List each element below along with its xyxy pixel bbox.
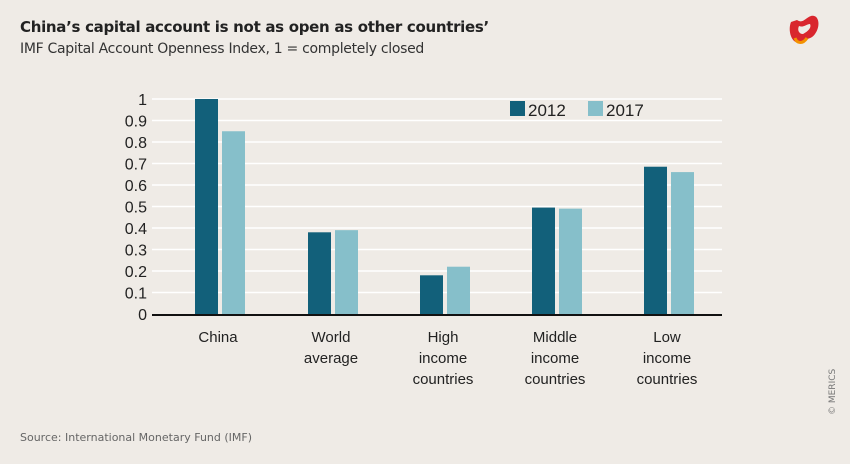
chart-title: China’s capital account is not as open a… [20, 18, 489, 36]
x-tick-label: countries [413, 371, 474, 388]
source-note: Source: International Monetary Fund (IMF… [20, 431, 253, 444]
x-tick-label: High [428, 329, 459, 346]
y-tick-label: 0.2 [125, 264, 147, 281]
y-tick-label: 0.6 [125, 178, 147, 195]
y-tick-label: 0 [138, 307, 147, 324]
y-tick-label: 0.7 [125, 157, 147, 174]
legend-swatch-2012 [510, 101, 525, 116]
bar-2017-2 [447, 266, 470, 314]
bar-2012-0 [195, 99, 218, 314]
x-tick-label: countries [525, 371, 586, 388]
bar-2012-4 [644, 166, 667, 314]
bar-2012-1 [308, 232, 331, 314]
bar-2017-3 [559, 208, 582, 314]
copyright: © MERICS [828, 368, 838, 415]
x-tick-label: countries [637, 371, 698, 388]
legend-label: 2017 [606, 101, 644, 120]
bar-2017-1 [335, 230, 358, 314]
x-tick-label: income [531, 350, 579, 367]
y-tick-label: 0.5 [125, 200, 147, 217]
merics-logo [789, 15, 819, 44]
legend-label: 2012 [528, 101, 566, 120]
x-tick-label: Low [653, 329, 681, 346]
x-tick-label: income [643, 350, 691, 367]
x-tick-label: income [419, 350, 467, 367]
x-tick-label: World [312, 329, 351, 346]
y-tick-label: 0.8 [125, 135, 147, 152]
bar-2012-3 [532, 207, 555, 314]
bar-2012-2 [420, 275, 443, 314]
y-tick-label: 1 [138, 92, 147, 109]
chart-subtitle: IMF Capital Account Openness Index, 1 = … [20, 41, 424, 57]
bar-2017-4 [671, 172, 694, 314]
x-tick-label: average [304, 350, 358, 367]
legend-swatch-2017 [588, 101, 603, 116]
x-tick-label: Middle [533, 329, 577, 346]
x-tick-label: China [198, 329, 238, 346]
y-tick-label: 0.1 [125, 286, 147, 303]
y-tick-label: 0.3 [125, 243, 147, 260]
bar-2017-0 [222, 131, 245, 314]
y-tick-label: 0.9 [125, 114, 147, 131]
y-tick-label: 0.4 [125, 221, 147, 238]
